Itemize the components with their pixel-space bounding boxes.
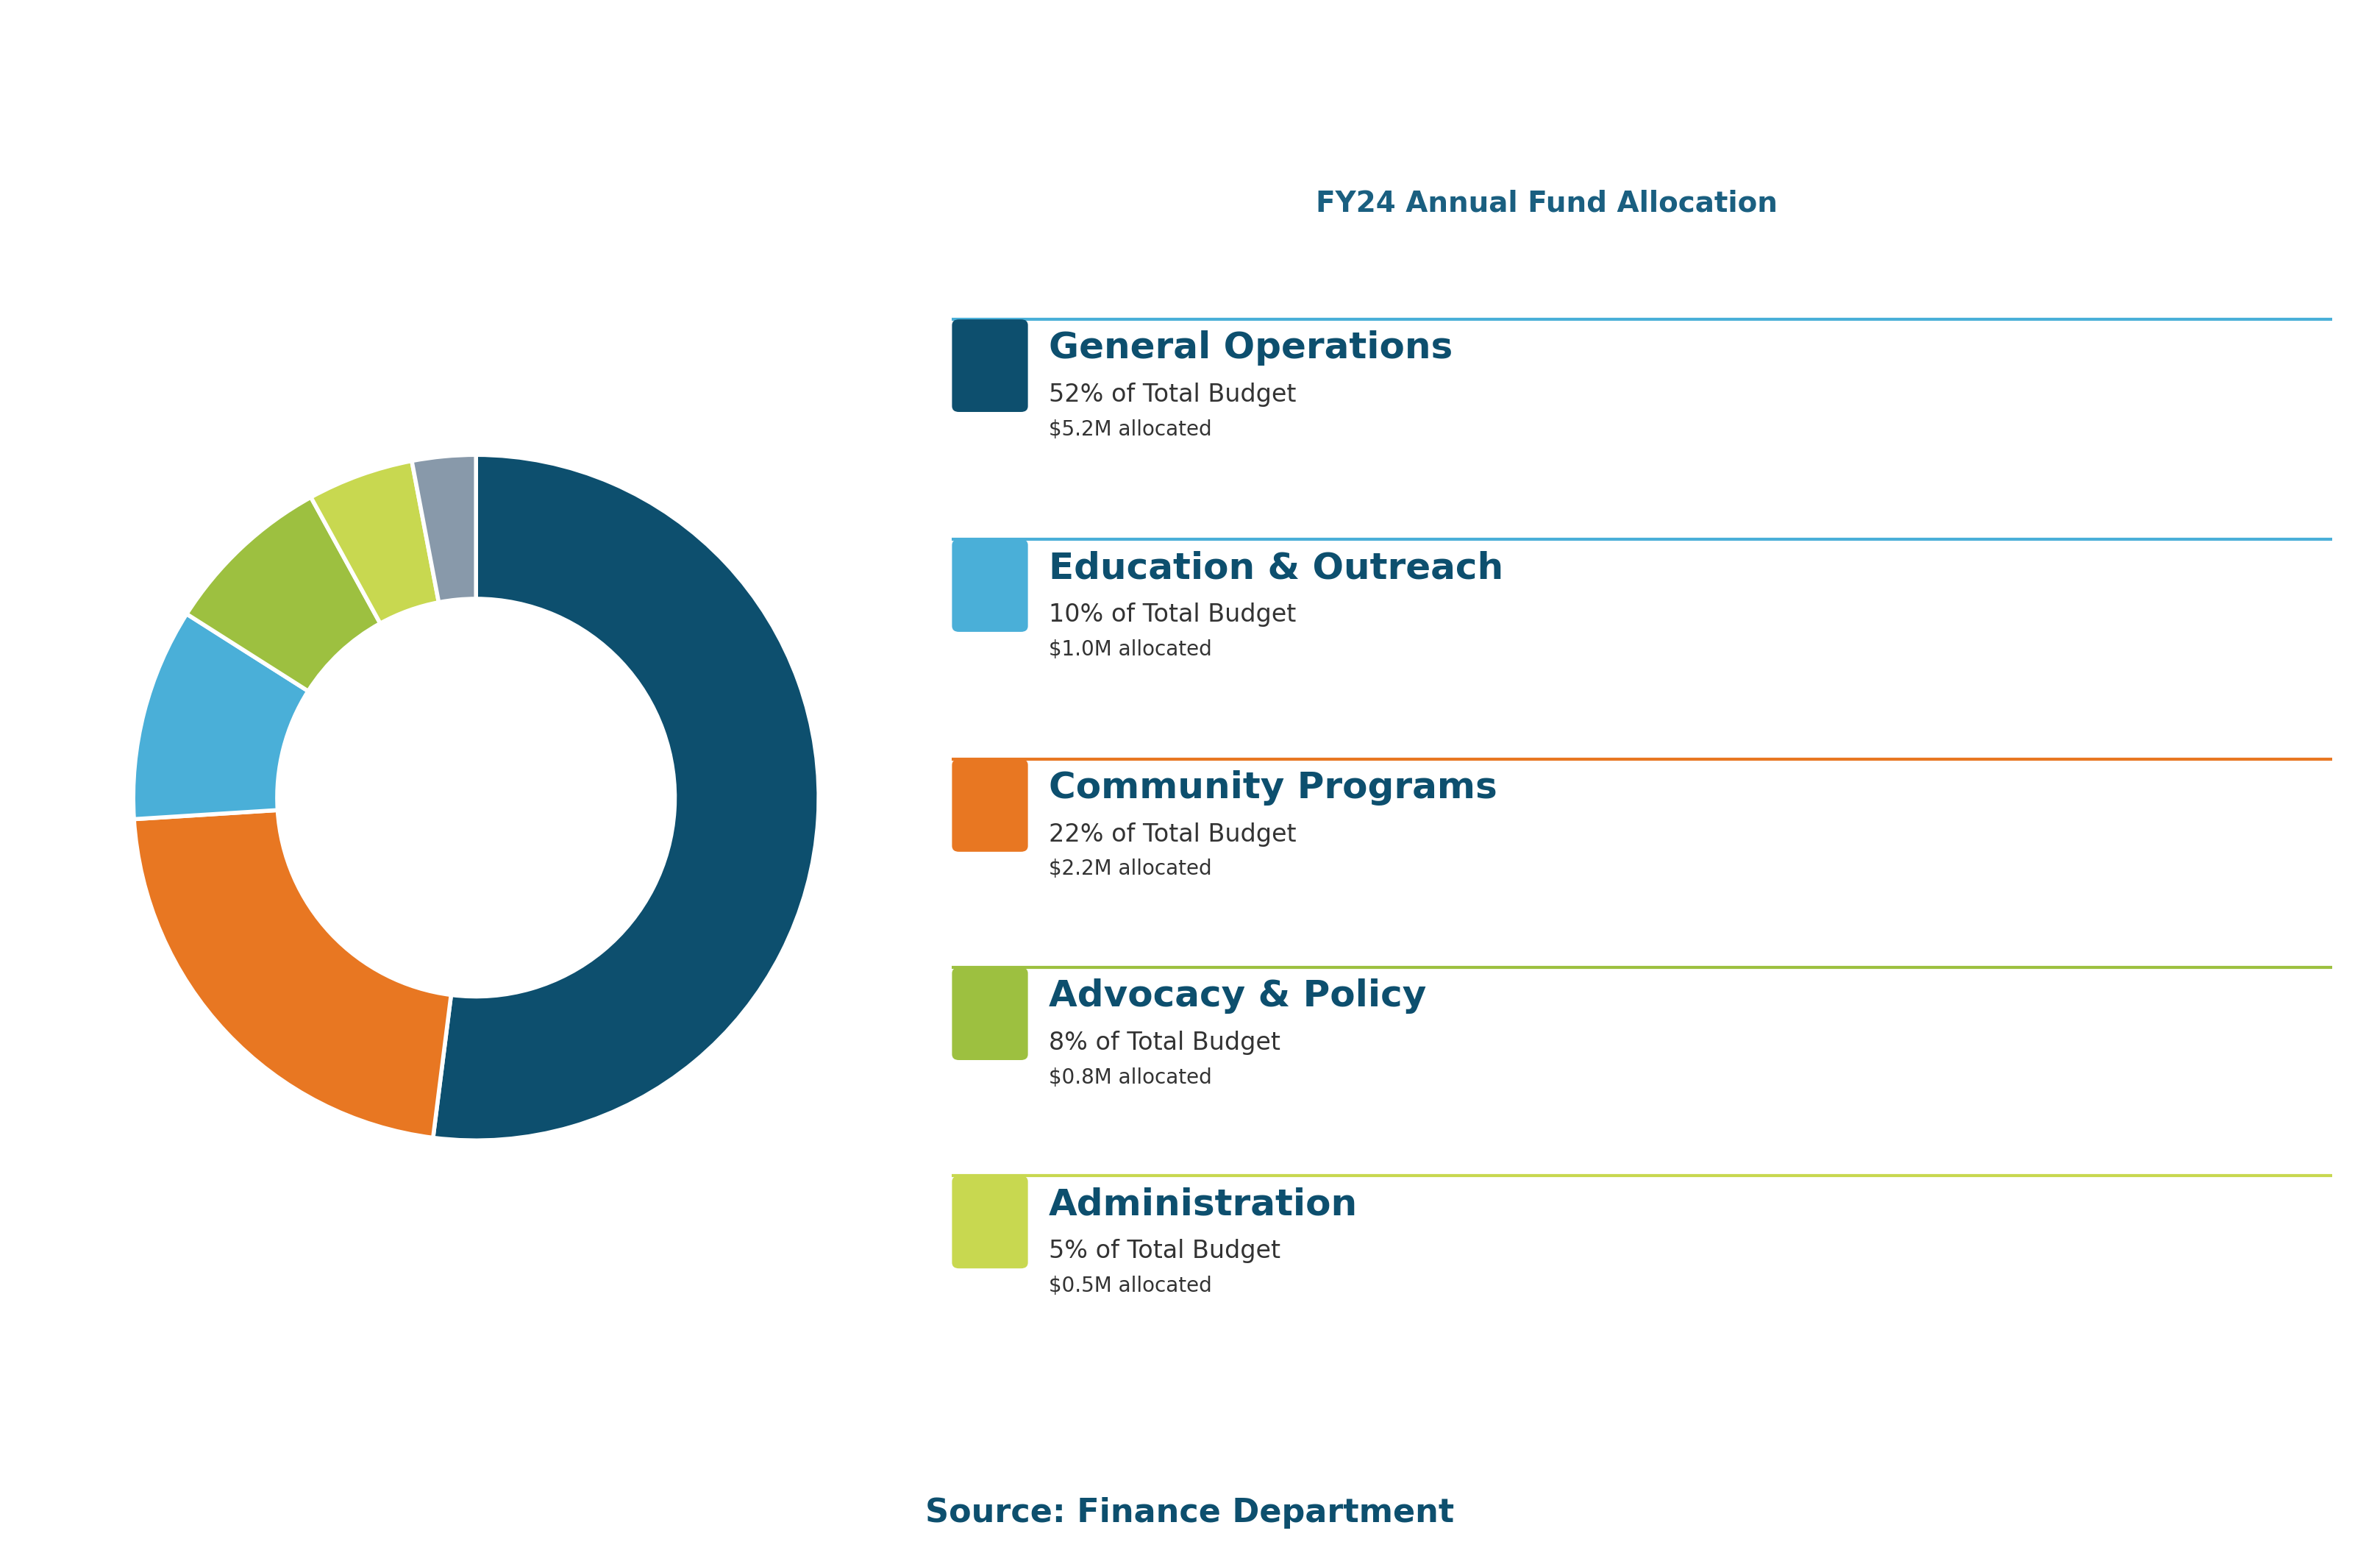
- FancyBboxPatch shape: [952, 759, 1028, 852]
- Wedge shape: [186, 497, 381, 691]
- Wedge shape: [133, 810, 452, 1137]
- Wedge shape: [133, 615, 307, 820]
- FancyBboxPatch shape: [952, 319, 1028, 411]
- Text: $0.5M allocated: $0.5M allocated: [1050, 1276, 1211, 1297]
- Text: Source: Finance Department: Source: Finance Department: [926, 1497, 1454, 1530]
- Text: $5.2M allocated: $5.2M allocated: [1050, 419, 1211, 439]
- Wedge shape: [312, 461, 438, 624]
- Text: $0.8M allocated: $0.8M allocated: [1050, 1067, 1211, 1087]
- Text: $2.2M allocated: $2.2M allocated: [1050, 859, 1211, 879]
- Text: FY24 Annual Fund Allocation: FY24 Annual Fund Allocation: [1316, 189, 1778, 217]
- Text: Advocacy & Policy: Advocacy & Policy: [1050, 979, 1426, 1013]
- Wedge shape: [412, 455, 476, 602]
- Text: $1.0M allocated: $1.0M allocated: [1050, 640, 1211, 660]
- Wedge shape: [433, 455, 819, 1140]
- Text: General Operations: General Operations: [1050, 330, 1452, 366]
- Text: 10% of Total Budget: 10% of Total Budget: [1050, 602, 1297, 627]
- Text: Administration: Administration: [1050, 1187, 1357, 1223]
- FancyBboxPatch shape: [952, 540, 1028, 632]
- FancyBboxPatch shape: [952, 968, 1028, 1060]
- Text: Community Programs: Community Programs: [1050, 771, 1497, 805]
- Text: 22% of Total Budget: 22% of Total Budget: [1050, 823, 1297, 846]
- Text: Education & Outreach: Education & Outreach: [1050, 551, 1504, 586]
- Text: 52% of Total Budget: 52% of Total Budget: [1050, 383, 1297, 407]
- FancyBboxPatch shape: [952, 1176, 1028, 1268]
- Text: 5% of Total Budget: 5% of Total Budget: [1050, 1239, 1280, 1264]
- Text: 8% of Total Budget: 8% of Total Budget: [1050, 1031, 1280, 1054]
